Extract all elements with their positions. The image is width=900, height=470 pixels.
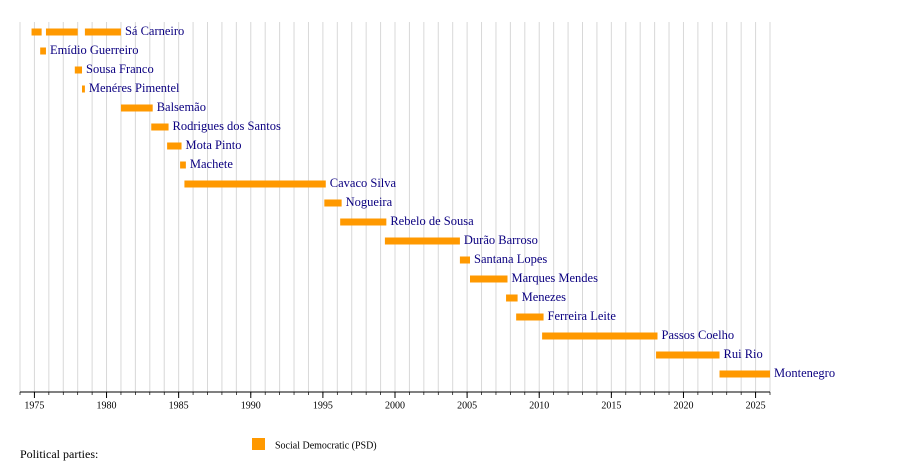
- row-label: Marques Mendes: [512, 271, 599, 285]
- row-label: Mota Pinto: [186, 138, 242, 152]
- row-label: Rodrigues dos Santos: [173, 119, 281, 133]
- x-tick-label: 2025: [746, 400, 766, 411]
- row-label: Sousa Franco: [86, 62, 154, 76]
- x-tick-label: 2010: [529, 400, 549, 411]
- row-label: Santana Lopes: [474, 252, 547, 266]
- legend-swatch: [252, 438, 265, 450]
- row-label: Sá Carneiro: [125, 24, 184, 38]
- term-bar: [340, 218, 387, 226]
- x-tick-label: 2000: [385, 400, 405, 411]
- x-tick-label: 2005: [457, 400, 477, 411]
- term-bar: [459, 256, 470, 264]
- term-bar: [516, 313, 544, 321]
- row-label: Durão Barroso: [464, 233, 538, 247]
- term-bar: [31, 28, 42, 36]
- x-tick-label: 2015: [601, 400, 621, 411]
- row-label: Machete: [190, 157, 233, 171]
- row-label: Montenegro: [774, 366, 835, 380]
- row-label: Emídio Guerreiro: [50, 43, 139, 57]
- term-bar: [40, 47, 46, 55]
- row-label: Nogueira: [346, 195, 393, 209]
- term-bar: [84, 28, 121, 36]
- legend-title: Political parties:: [20, 447, 98, 461]
- term-bar: [167, 142, 182, 150]
- term-bar: [120, 104, 153, 112]
- x-tick-label: 1985: [169, 400, 189, 411]
- term-bar: [506, 294, 518, 302]
- term-bar: [82, 85, 85, 93]
- term-bar: [656, 351, 720, 359]
- term-bar: [324, 199, 342, 207]
- x-tick-label: 1980: [97, 400, 117, 411]
- term-bar: [384, 237, 460, 245]
- term-bar: [45, 28, 78, 36]
- term-bar: [74, 66, 83, 74]
- row-label: Ferreira Leite: [548, 309, 617, 323]
- row-label: Rebelo de Sousa: [390, 214, 474, 228]
- row-label: Menezes: [522, 290, 567, 304]
- row-label: Cavaco Silva: [330, 176, 397, 190]
- term-bar: [719, 370, 770, 378]
- row-label: Balsemão: [157, 100, 206, 114]
- term-bar: [470, 275, 508, 283]
- term-bar: [151, 123, 169, 131]
- x-tick-label: 2020: [673, 400, 693, 411]
- row-label: Menéres Pimentel: [89, 81, 180, 95]
- row-label: Rui Rio: [724, 347, 763, 361]
- legend-label: Social Democratic (PSD): [275, 440, 377, 451]
- term-bar: [184, 180, 326, 188]
- row-label: Passos Coelho: [662, 328, 735, 342]
- term-bar: [542, 332, 658, 340]
- x-tick-label: 1975: [24, 400, 44, 411]
- x-tick-label: 1990: [241, 400, 261, 411]
- term-bar: [180, 161, 186, 169]
- x-tick-label: 1995: [313, 400, 333, 411]
